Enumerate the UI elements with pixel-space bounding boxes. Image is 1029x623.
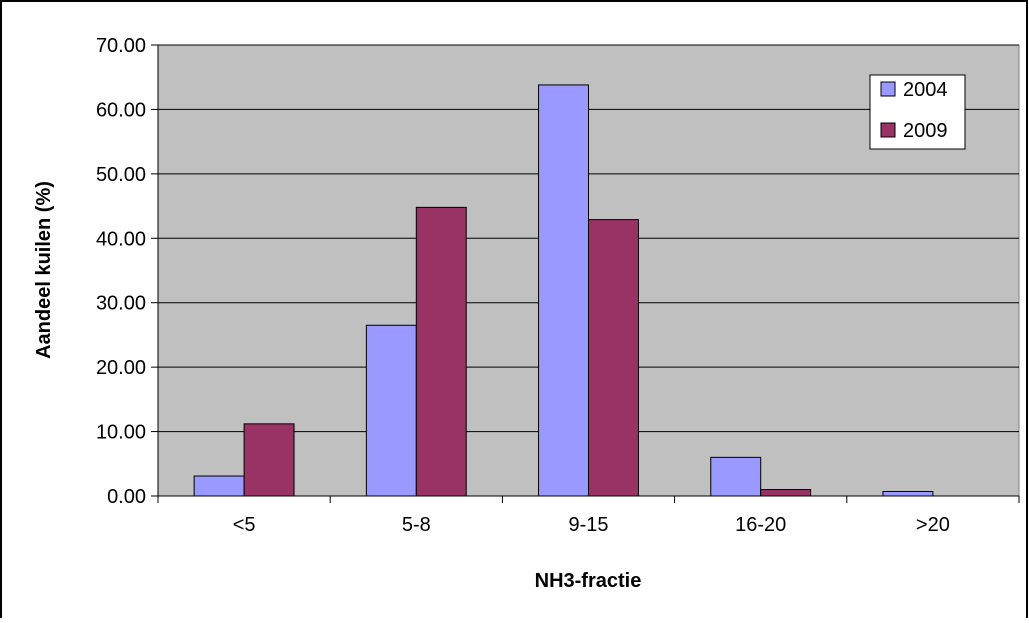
x-axis-title: NH3-fractie <box>535 570 642 592</box>
tick-labels: 0.00 10.00 20.00 30.00 40.00 50.00 60.00 70.00 <… <box>96 35 950 536</box>
y-tick-label: 50.00 <box>96 164 146 186</box>
y-tick-label: 40.00 <box>96 228 146 250</box>
legend-swatch-2004 <box>880 81 896 97</box>
y-tick-label: 30.00 <box>96 293 146 315</box>
bar-2004-0 <box>193 475 245 497</box>
legend-label-2004: 2004 <box>903 79 948 101</box>
y-tick-label: 70.00 <box>96 35 146 57</box>
bar-2009-3 <box>760 489 812 497</box>
bars <box>193 84 934 497</box>
x-tick-label: >20 <box>916 514 950 536</box>
bar-2009-1 <box>415 206 467 497</box>
bar-2009-2 <box>588 219 639 497</box>
bar-2009-0 <box>243 423 295 497</box>
x-tick-label: 16-20 <box>735 514 786 536</box>
bar-2004-4 <box>882 490 934 497</box>
x-tick-label: 9-15 <box>568 514 608 536</box>
bar-2004-1 <box>365 324 417 497</box>
y-tick-label: 10.00 <box>96 422 146 444</box>
y-tick-label: 20.00 <box>96 357 146 379</box>
y-tick-label: 60.00 <box>96 99 146 121</box>
legend-label-2009: 2009 <box>903 120 948 142</box>
bar-2004-3 <box>710 456 762 497</box>
legend: 2004 2009 <box>869 74 966 150</box>
y-tick-label: 0.00 <box>107 486 146 508</box>
bar-2004-2 <box>538 84 590 497</box>
legend-swatch-2009 <box>880 122 896 138</box>
y-axis-title: Aandeel kuilen (%) <box>33 181 55 359</box>
x-tick-label: <5 <box>233 514 256 536</box>
axes <box>151 44 1020 503</box>
x-tick-label: 5-8 <box>402 514 431 536</box>
